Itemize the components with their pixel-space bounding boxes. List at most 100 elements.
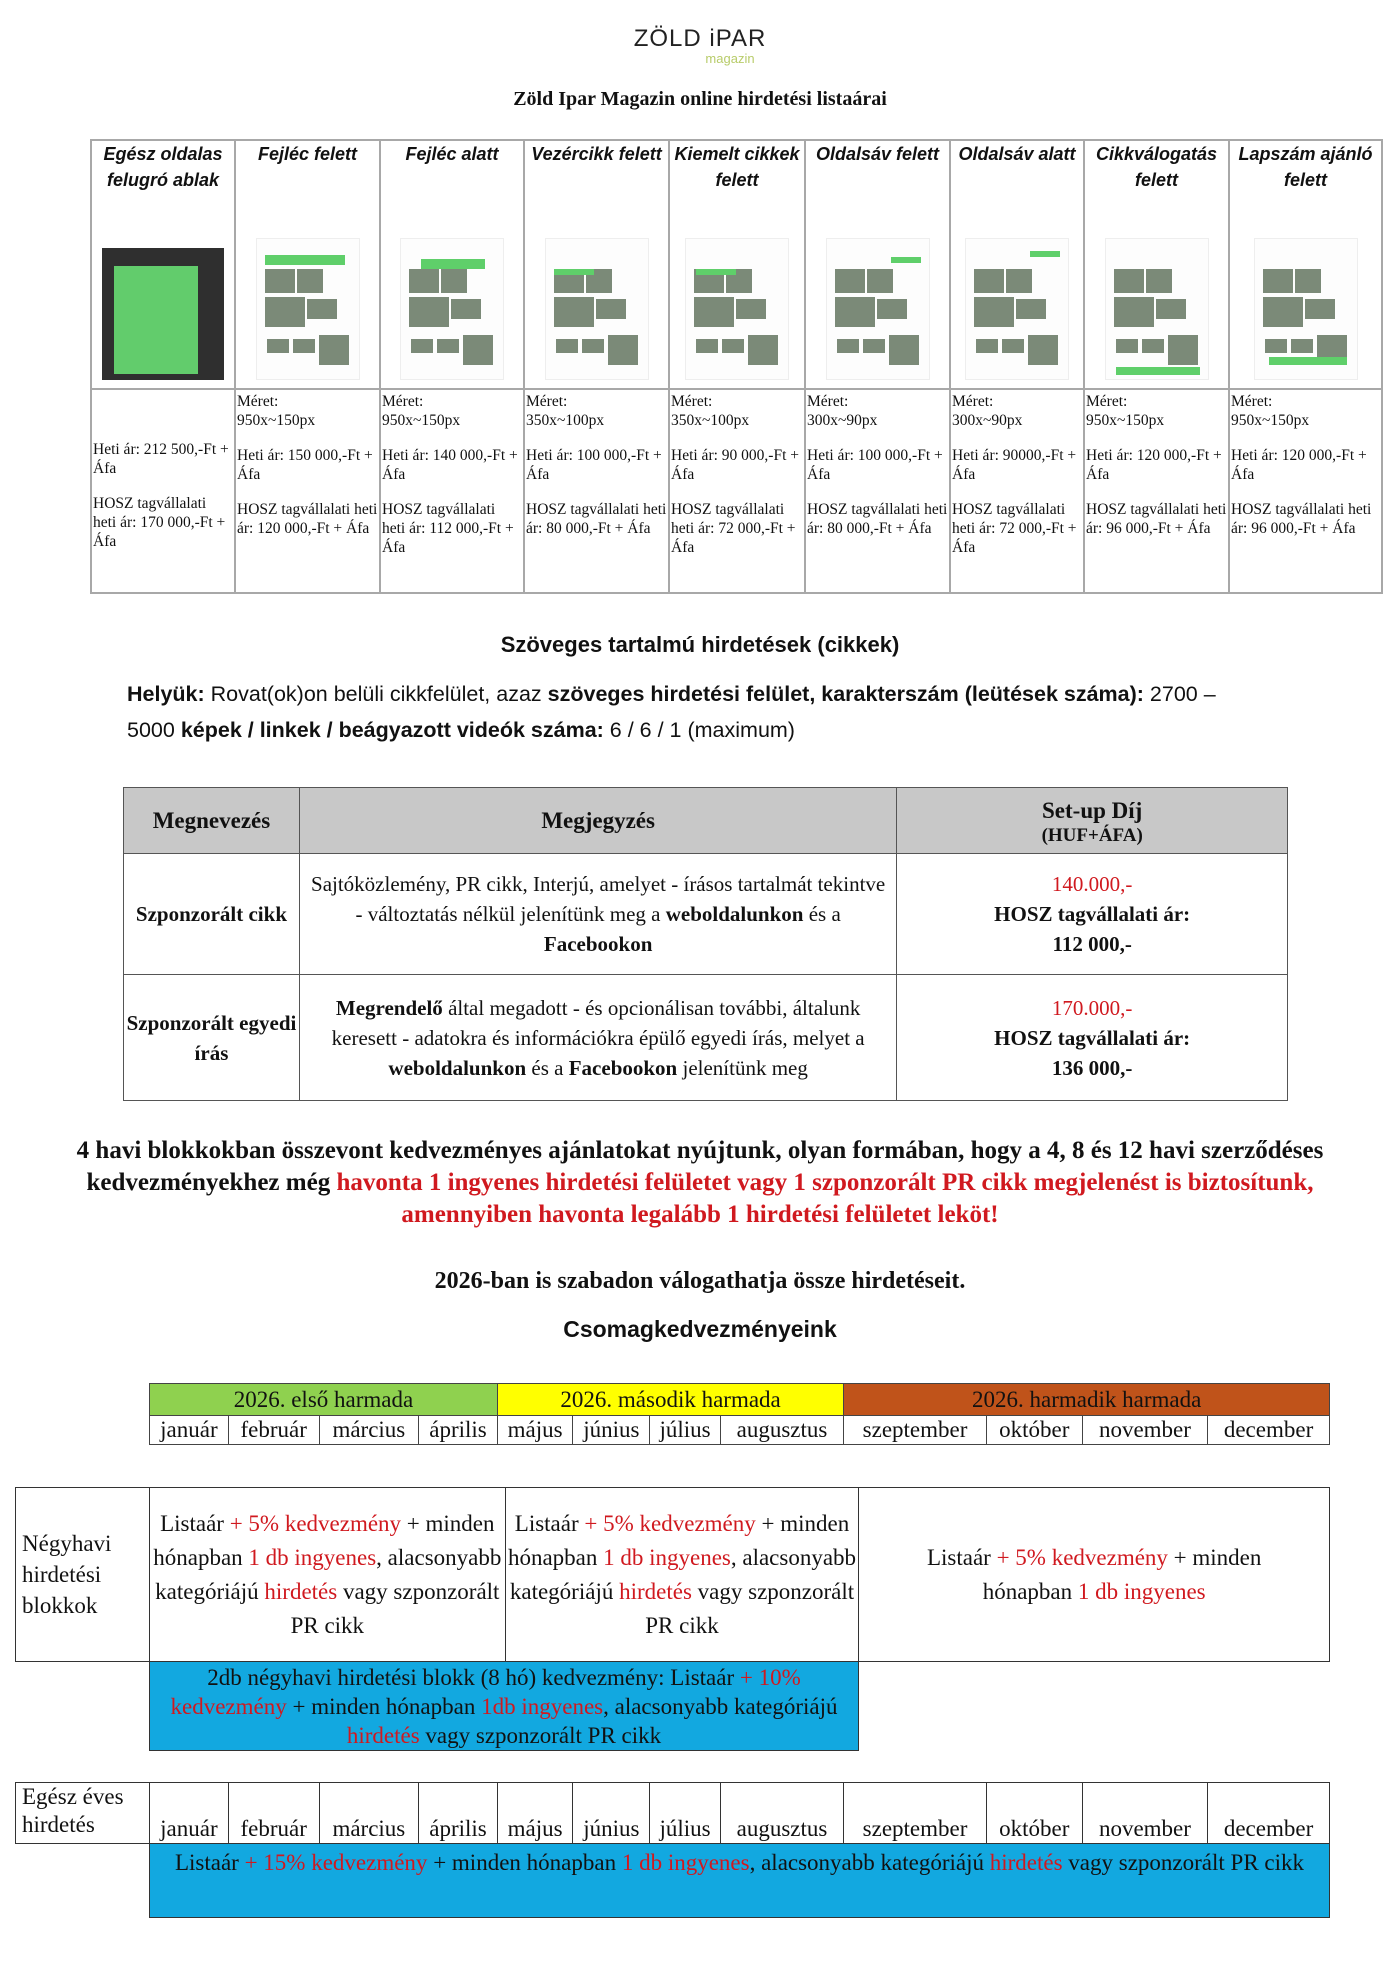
hosz-price: 112 000,- [1052, 932, 1132, 956]
yearly-row: Egész éves hirdetés január február március… [15, 1782, 1330, 1844]
ad-price-cell: Méret: 950x~150px Heti ár: 140 000,-Ft + Á… [379, 388, 525, 594]
ad-position-marker [1115, 367, 1200, 375]
spacer [237, 430, 378, 446]
thumbnail-image [555, 339, 578, 353]
page-thumbnail [965, 238, 1069, 380]
ad-name: Fejléc alatt [405, 144, 499, 164]
ad-name: Oldalsáv alatt [958, 144, 1076, 164]
third-3: 2026. harmadik harmada [843, 1383, 1330, 1416]
thumbnail-image [1167, 335, 1198, 365]
weekly-price: Heti ár: 120 000,-Ft + Áfa [1086, 447, 1222, 483]
text-segment: + minden hónapban [982, 1544, 1262, 1604]
thumbnail-image [266, 339, 289, 353]
ad-price-row: Heti ár: 212 500,-Ft + Áfa HOSZ tagvállal… [90, 388, 1383, 594]
ad-header-cell: Oldalsáv felett [804, 139, 951, 390]
size-value: 300x~90px [952, 412, 1023, 429]
ad-header-cell: Cikkválogatás felett [1083, 139, 1230, 390]
weekly-price: Heti ár: 140 000,-Ft + Áfa [382, 447, 518, 483]
spacer [1086, 484, 1227, 500]
hosz-price: HOSZ tagvállalati heti ár: 170 000,-Ft +… [93, 495, 226, 550]
third-1: 2026. első harmada [149, 1383, 498, 1416]
text-segment: + minden hónapban [153, 1510, 495, 1570]
size-label: Méret: [1231, 393, 1273, 410]
text-segment: 1 db ingyenes [621, 1850, 750, 1875]
page-thumbnail [544, 238, 649, 380]
spacer [671, 430, 803, 446]
hosz-price: HOSZ tagvállalati heti ár: 72 000,-Ft + … [671, 501, 796, 556]
weekly-price: Heti ár: 100 000,-Ft + Áfa [807, 447, 943, 483]
thumbnail-image [595, 299, 626, 319]
ad-header-cell: Kiemelt cikkek felett [668, 139, 806, 390]
text-segment: Listaár [514, 1510, 585, 1536]
logo-main: ZÖLD iPAR [633, 25, 767, 52]
spacer [382, 484, 522, 500]
text-segment: 6 / 6 / 1 (maximum) [609, 718, 795, 742]
text-segment: hirdetés [264, 1578, 338, 1604]
size-label: Méret: [382, 393, 424, 410]
hosz-price: 136 000,- [1051, 1055, 1133, 1080]
ad-header-row: Egész oldalas felugró ablak Fejléc felett… [90, 139, 1383, 390]
months-row: január február március április május június jú… [149, 1415, 1330, 1445]
double-block-offer: 2db négyhavi hirdetési blokk (8 hó) kedv… [149, 1661, 859, 1751]
ad-name: Egész oldalas felugró ablak [103, 144, 223, 190]
month-10: október [985, 1782, 1083, 1844]
ad-position-marker [1268, 357, 1347, 365]
hosz-price: HOSZ tagvállalati heti ár: 80 000,-Ft + … [526, 501, 667, 537]
thumbnail-image [694, 297, 734, 327]
month-9: szeptember [843, 1782, 987, 1844]
ad-header-cell: Fejléc felett [234, 139, 381, 390]
text-segment: szöveges hirdetési felület, karakterszám… [547, 682, 1150, 706]
text-segment: Listaár [174, 1850, 245, 1875]
page-thumbnail [1253, 238, 1358, 380]
ad-price-cell: Heti ár: 212 500,-Ft + Áfa HOSZ tagvállal… [90, 388, 236, 594]
size-label [93, 392, 233, 408]
spacer [526, 484, 667, 500]
spacer [807, 484, 948, 500]
ad-position-marker [890, 257, 921, 263]
thumbnail-image [888, 335, 919, 365]
size-value: 350x~100px [526, 412, 605, 429]
thumbnail-image [974, 297, 1014, 327]
ad-name: Lapszám ajánló felett [1238, 144, 1373, 190]
quarterly-blocks-table: Négyhavi hirdetési blokkok Listaár + 5% … [15, 1487, 1330, 1662]
thumbnail-image [292, 339, 315, 353]
text-segment: Listaár [160, 1510, 230, 1536]
thumbnail-image [696, 339, 718, 353]
month-1: január [149, 1782, 229, 1844]
ad-placements-table: Egész oldalas felugró ablak Fejléc felett… [90, 139, 1383, 594]
yearly-table: Egész éves hirdetés január február március… [15, 1782, 1330, 1844]
pricing-row: Szponzorált cikk Sajtóközlemény, PR cikk… [123, 853, 1288, 975]
text-segment: + minden hónapban [427, 1850, 622, 1875]
thumbnail-image [1115, 339, 1138, 353]
thumbnail-image [736, 299, 766, 319]
month-5: május [496, 1415, 574, 1445]
text-segment: Megrendelő [335, 995, 443, 1020]
thumbnail-image [876, 299, 907, 319]
text-segment: + 5% kedvezmény [229, 1510, 402, 1536]
text-segment: képek / linkek / beágyazott videók száma… [180, 718, 610, 742]
offer-paragraph: 4 havi blokkokban összevont kedvezményes… [40, 1135, 1360, 1231]
text-segment: + 5% kedvezmény [996, 1544, 1168, 1570]
ad-position-marker [553, 269, 594, 275]
hosz-price: HOSZ tagvállalati heti ár: 96 000,-Ft + … [1231, 501, 1372, 537]
thumbnail-image [437, 339, 459, 353]
size-label: Méret: [671, 393, 713, 410]
thumbnail-image [834, 269, 865, 293]
text-segment: , alacsonyabb kategóriájú [603, 1694, 838, 1719]
month-8: augusztus [719, 1782, 845, 1844]
size-value: 300x~90px [807, 412, 878, 429]
spacer [671, 484, 803, 500]
text-segment: vagy szponzorált PR cikk [419, 1723, 662, 1748]
thumbnail-image [581, 339, 604, 353]
thumbnail-image [836, 339, 859, 353]
ad-name: Cikkválogatás felett [1095, 144, 1218, 190]
logo-sub: magazin [705, 51, 755, 66]
row-fee: 140.000,- HOSZ tagvállalati ár: 112 000,- [896, 853, 1288, 975]
price: 140.000,- [1051, 872, 1133, 896]
thumbnail-image [451, 299, 481, 319]
block-second-third: Listaár + 5% kedvezmény + minden hónapba… [504, 1487, 860, 1662]
thumbnail-image [1113, 269, 1144, 293]
spacer [1231, 430, 1380, 446]
thumbnail-image [866, 269, 893, 293]
thumbnail-image [722, 339, 744, 353]
